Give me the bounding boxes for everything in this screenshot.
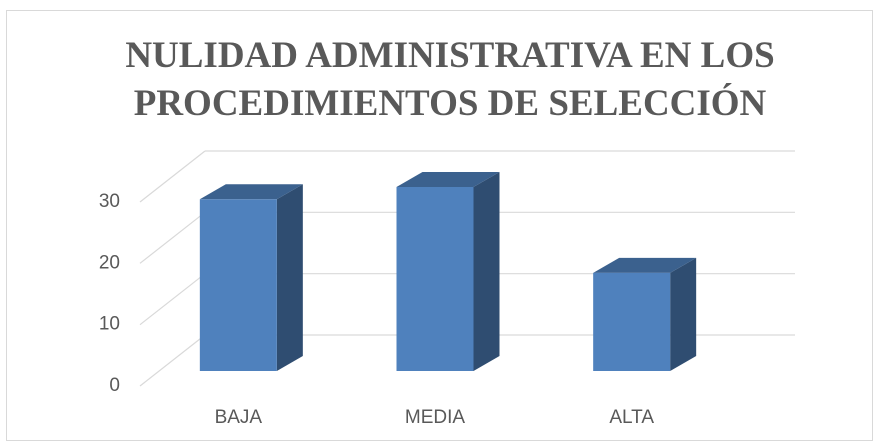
x-tick-label: BAJA bbox=[215, 407, 263, 428]
bar bbox=[396, 187, 474, 371]
x-tick-label: ALTA bbox=[609, 407, 654, 428]
bar-top bbox=[593, 257, 697, 273]
bar-side bbox=[670, 257, 697, 371]
bar bbox=[593, 272, 671, 371]
chart-title: NULIDAD ADMINISTRATIVA EN LOS PROCEDIMIE… bbox=[125, 35, 775, 124]
bar bbox=[199, 199, 277, 371]
y-tick-label: 20 bbox=[99, 252, 120, 273]
bar-top bbox=[396, 172, 500, 187]
grid-line bbox=[139, 211, 206, 264]
x-tick-label: MEDIA bbox=[405, 407, 466, 428]
grid-line bbox=[139, 334, 206, 387]
grid-line bbox=[139, 150, 206, 203]
chart-border bbox=[6, 10, 873, 441]
grid-line bbox=[139, 273, 206, 326]
bar-side bbox=[473, 172, 500, 371]
bar-side bbox=[276, 184, 303, 371]
bar-top bbox=[199, 184, 303, 200]
y-tick-label: 30 bbox=[99, 191, 120, 212]
y-tick-label: 10 bbox=[99, 314, 120, 335]
y-tick-label: 0 bbox=[109, 375, 120, 396]
